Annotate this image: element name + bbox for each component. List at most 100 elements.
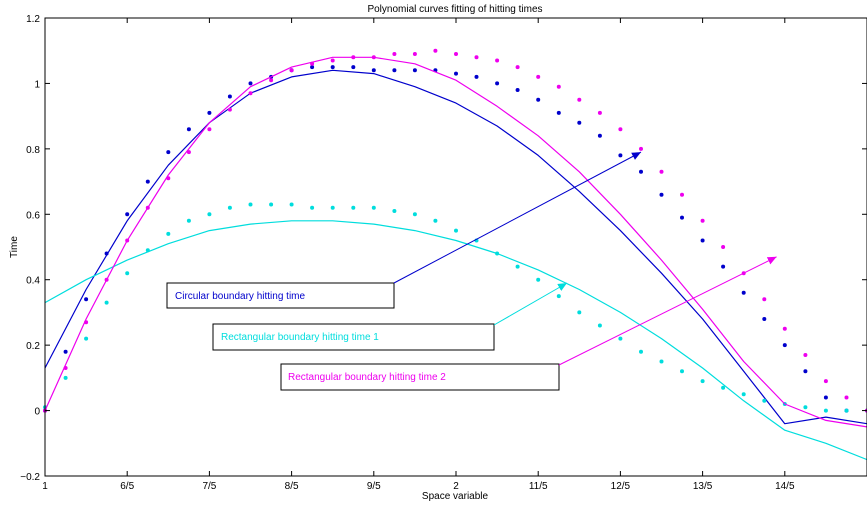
- data-point: [659, 192, 664, 197]
- data-point: [125, 212, 130, 217]
- data-point: [721, 245, 726, 249]
- annotation-arrow-rect2: [558, 256, 777, 366]
- data-point: [536, 74, 541, 79]
- data-point: [639, 146, 643, 151]
- data-point: [392, 209, 397, 213]
- data-point: [412, 212, 417, 217]
- data-point: [597, 323, 602, 328]
- annotation-arrow-circular: [393, 151, 642, 284]
- x-axis-label: Space variable: [422, 491, 489, 502]
- data-point: [207, 212, 212, 217]
- data-point: [63, 366, 68, 370]
- data-point: [63, 349, 68, 354]
- data-point: [351, 205, 356, 210]
- x-tick-label: 2: [453, 481, 459, 492]
- data-point: [680, 192, 684, 197]
- data-point: [618, 153, 623, 158]
- data-point: [207, 127, 212, 132]
- data-point: [495, 58, 500, 63]
- data-point: [700, 379, 705, 384]
- data-point: [536, 97, 541, 102]
- annotations: Circular boundary hitting time Rectangul…: [166, 151, 777, 391]
- plot-frame: [44, 17, 867, 477]
- data-point: [556, 84, 561, 89]
- data-point: [227, 94, 232, 99]
- data-point: [577, 97, 582, 102]
- chart-title: Polynomial curves fitting of hitting tim…: [367, 4, 542, 15]
- y-axis-label: Time: [9, 236, 20, 258]
- data-point: [823, 408, 828, 413]
- data-point: [84, 297, 89, 302]
- data-point: [330, 58, 335, 63]
- x-tick-label: 1: [42, 481, 48, 492]
- plot-area: [43, 48, 867, 461]
- data-point: [823, 379, 828, 384]
- x-tick-label: 13/5: [693, 481, 713, 492]
- data-point: [63, 375, 68, 380]
- data-point: [330, 205, 335, 210]
- data-point: [782, 326, 787, 331]
- annotation-box-rect1: [212, 323, 495, 351]
- series-1: [43, 65, 867, 425]
- annotation-rect2-text: Rectangular boundary hitting time 2: [288, 372, 446, 383]
- data-point: [741, 392, 746, 397]
- annotation-box-circular: [166, 282, 395, 309]
- data-point: [474, 55, 479, 60]
- y-tick-label: 1.2: [26, 14, 40, 25]
- data-point: [823, 395, 828, 400]
- annotation-box-rect2: [280, 363, 560, 391]
- data-point: [248, 81, 253, 86]
- data-point: [454, 228, 458, 233]
- data-point: [166, 150, 171, 155]
- data-point: [556, 110, 561, 115]
- data-point: [371, 205, 376, 210]
- data-point: [515, 65, 520, 70]
- x-tick-label: 8/5: [285, 481, 299, 492]
- data-point: [166, 231, 171, 236]
- data-point: [310, 65, 315, 70]
- data-point: [515, 88, 520, 92]
- data-point: [104, 277, 109, 282]
- y-tick-label: 0.6: [26, 210, 40, 221]
- x-tick-label: 14/5: [775, 481, 795, 492]
- data-point: [474, 74, 479, 79]
- data-point: [721, 385, 726, 390]
- fit-curve-2: [44, 220, 867, 461]
- data-point: [289, 68, 294, 73]
- data-point: [639, 349, 643, 354]
- y-tick-label: 1: [34, 79, 40, 90]
- data-point: [454, 52, 458, 56]
- data-point: [207, 110, 212, 115]
- data-point: [145, 179, 150, 184]
- data-point: [495, 251, 500, 256]
- y-tick-label: 0.2: [26, 341, 40, 352]
- x-tick-label: 9/5: [367, 481, 381, 492]
- data-point: [412, 52, 417, 56]
- data-point: [803, 369, 808, 374]
- data-point: [803, 405, 808, 410]
- data-point: [639, 169, 643, 174]
- data-point: [289, 202, 294, 207]
- data-point: [556, 294, 561, 299]
- data-point: [597, 110, 602, 115]
- data-point: [248, 202, 253, 207]
- data-point: [351, 55, 356, 60]
- data-point: [186, 218, 191, 223]
- data-point: [248, 91, 253, 96]
- fit-curve-3: [44, 56, 867, 428]
- data-point: [351, 65, 356, 70]
- data-point: [762, 297, 767, 302]
- data-point: [844, 395, 849, 400]
- data-point: [166, 176, 171, 181]
- data-point: [618, 336, 623, 341]
- data-point: [186, 127, 191, 132]
- y-tick-label: 0.8: [26, 145, 40, 156]
- data-point: [536, 277, 541, 282]
- data-point: [371, 68, 376, 73]
- y-tick-label: 0: [34, 407, 40, 418]
- data-point: [104, 300, 109, 305]
- data-point: [145, 205, 150, 210]
- annotation-rect1-text: Rectangular boundary hitting time 1: [221, 332, 379, 343]
- data-point: [700, 218, 705, 223]
